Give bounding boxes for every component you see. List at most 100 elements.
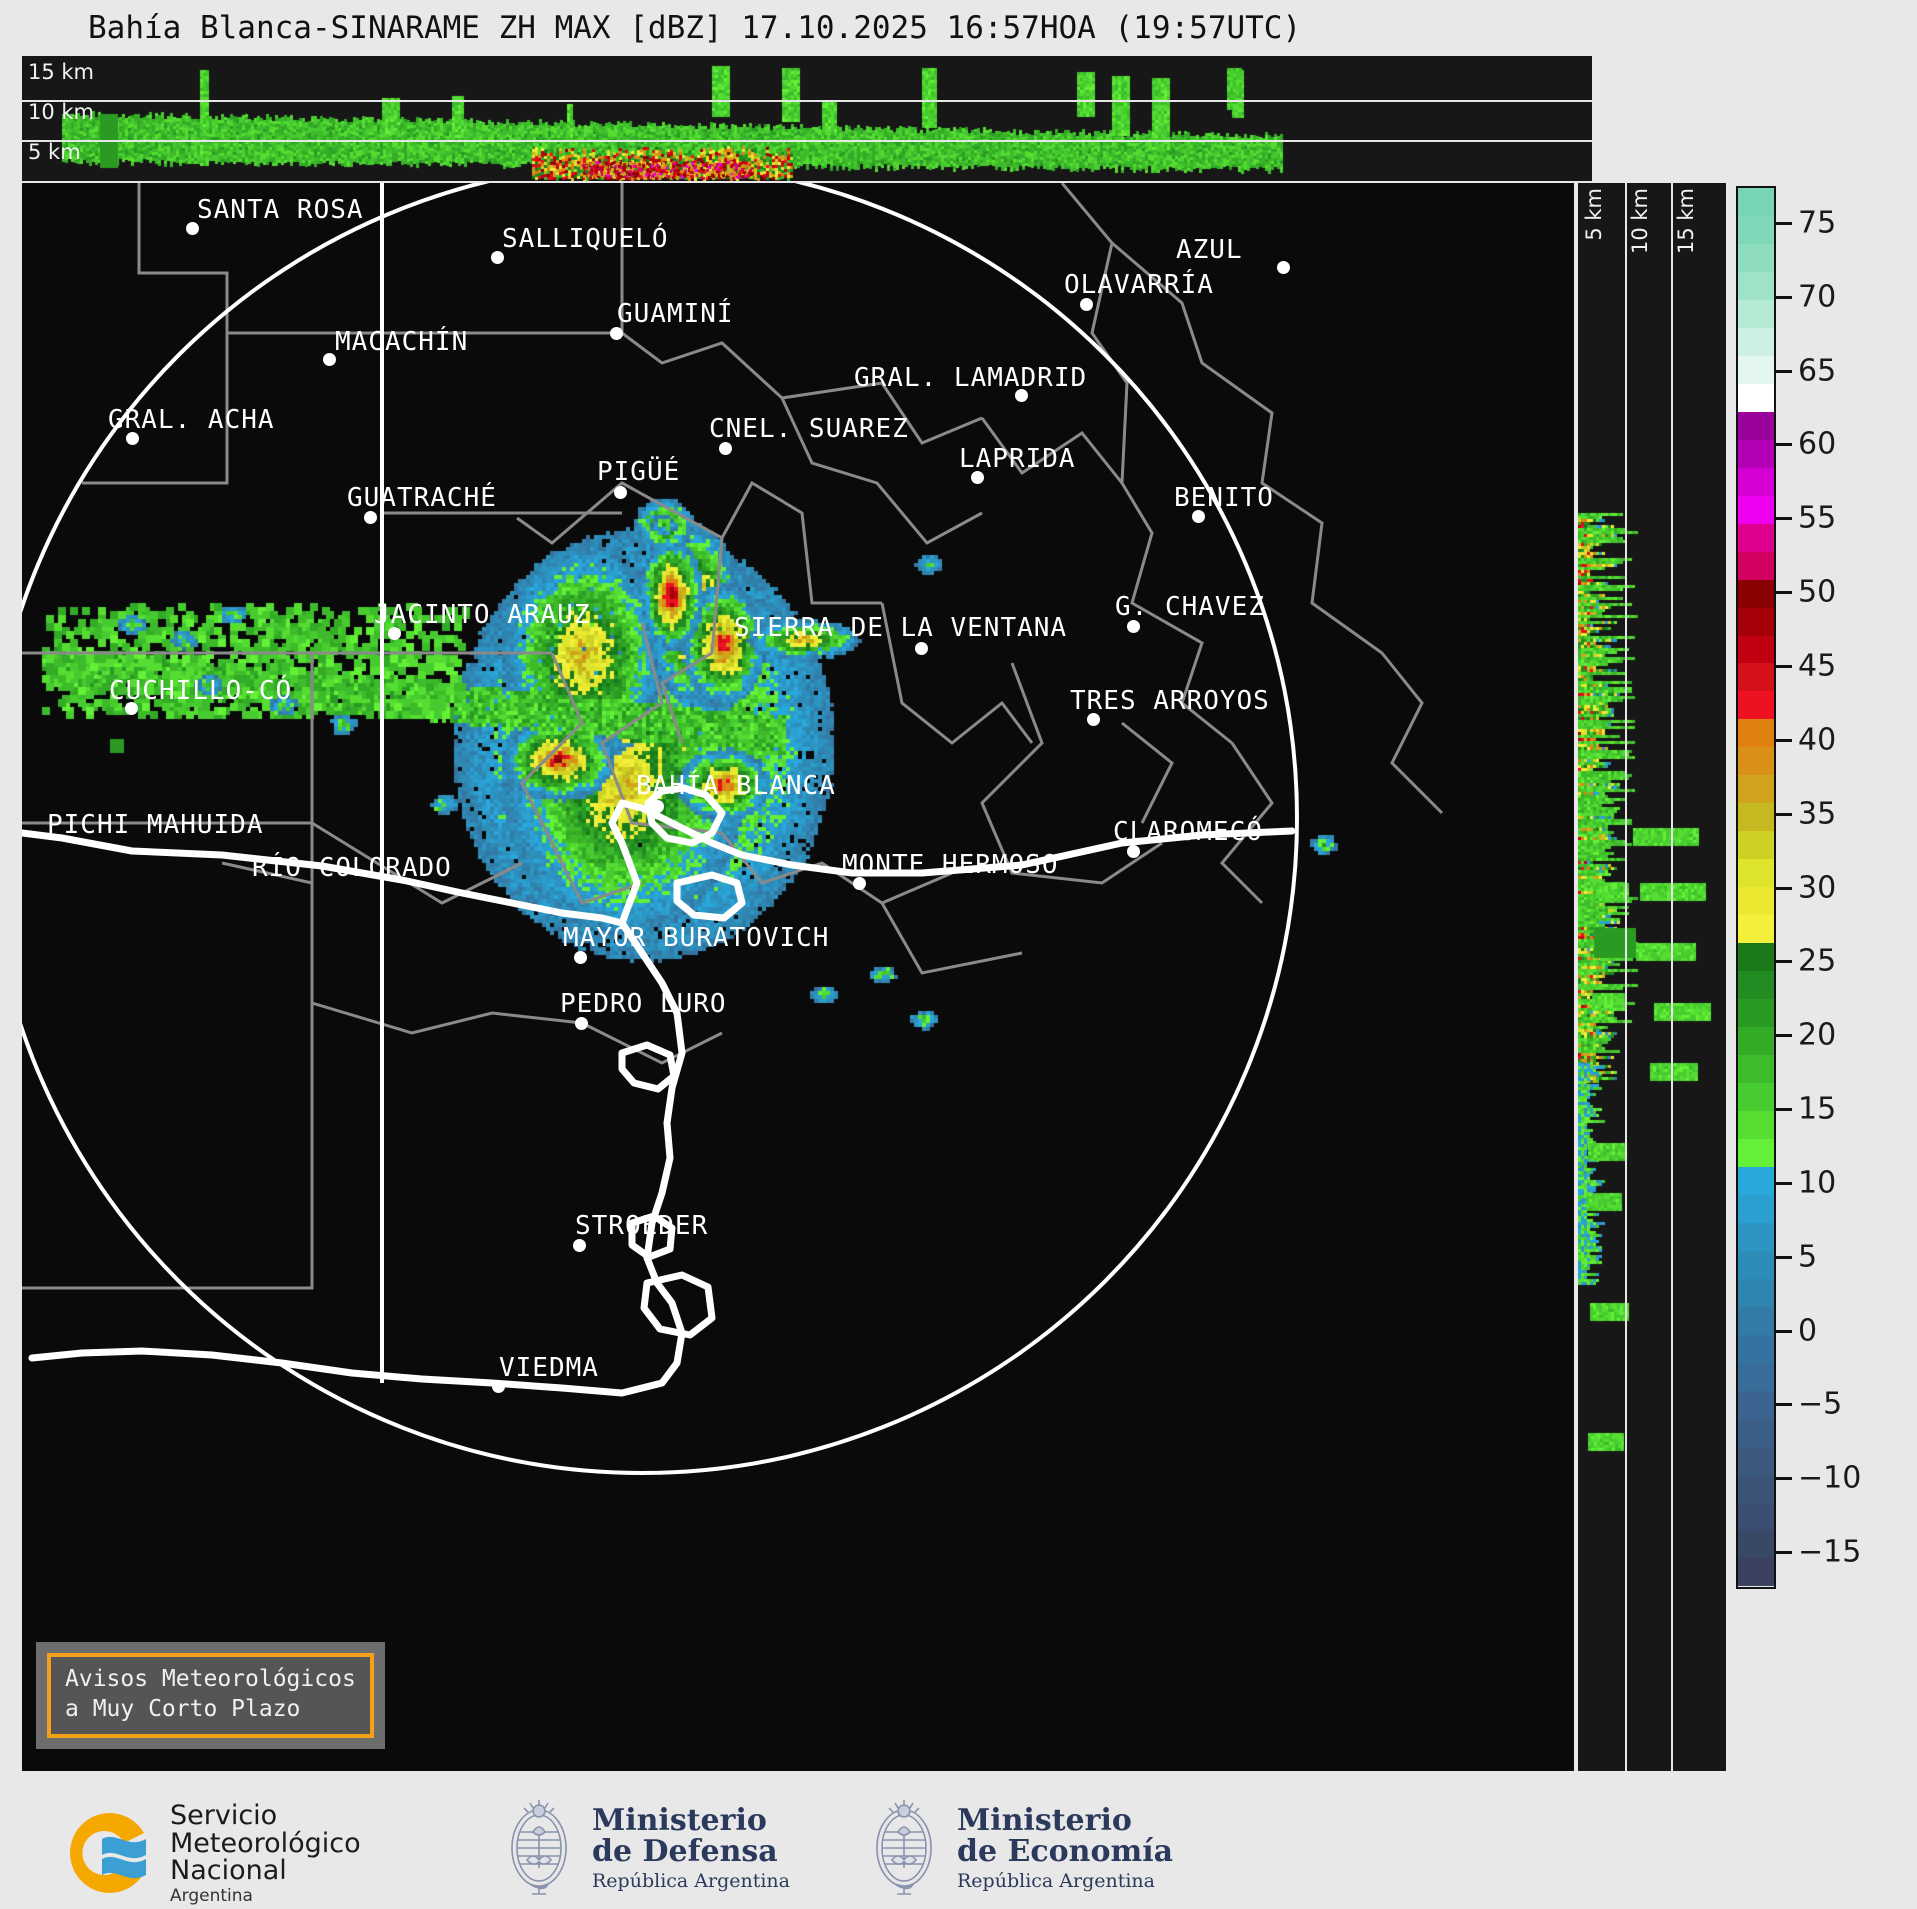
- colorbar-tick-label: 10: [1798, 1165, 1837, 1201]
- colorbar-segment: [1738, 1250, 1774, 1279]
- colorbar-segment: [1738, 327, 1774, 356]
- smn-logo-icon: [70, 1813, 146, 1894]
- colorbar-tick: [1776, 1108, 1792, 1112]
- colorbar-tick-label: −10: [1798, 1460, 1862, 1496]
- colorbar: 75 70 65 60 55 50 45 40 35 30 25 20 15 10 5 0 −5 −10 −15: [1736, 186, 1906, 1771]
- argentina-coat-of-arms-icon: [511, 1800, 567, 1895]
- city-dot: [614, 486, 627, 499]
- colorbar-tick-label: 60: [1798, 426, 1837, 462]
- colorbar-tick-label: 30: [1798, 870, 1837, 905]
- city-dot: [610, 327, 623, 340]
- ministerio-economia-text: Ministerio de Economía República Argenti…: [957, 1804, 1173, 1893]
- city-dot: [323, 353, 336, 366]
- colorbar-tick: [1776, 1329, 1792, 1333]
- city-dot: [971, 471, 984, 484]
- radar-map[interactable]: SANTA ROSA SALLIQUELÓ AZUL OLAVARRÍA GUAMINÍ…: [22, 183, 1574, 1771]
- colorbar-segment: [1738, 747, 1774, 776]
- colorbar-segment: [1738, 383, 1774, 412]
- colorbar-segment: [1738, 1334, 1774, 1363]
- colorbar-tick: [1776, 960, 1792, 964]
- colorbar-segment: [1738, 1222, 1774, 1251]
- city-dot: [125, 702, 138, 715]
- colorbar-segment: [1738, 1166, 1774, 1195]
- colorbar-tick: [1776, 886, 1792, 890]
- colorbar-segment: [1738, 411, 1774, 440]
- city-dot: [1127, 620, 1140, 633]
- height-label-5km: 5 km: [28, 140, 81, 164]
- colorbar-segment: [1738, 243, 1774, 272]
- city-dot: [719, 442, 732, 455]
- colorbar-tick-label: −15: [1798, 1534, 1862, 1570]
- colorbar-tick-label: 40: [1798, 722, 1837, 758]
- smn-logo-text: Servicio Meteorológico Nacional Argentin…: [170, 1802, 361, 1905]
- city-dot: [492, 1380, 505, 1393]
- city-dot: [574, 951, 587, 964]
- colorbar-tick: [1776, 664, 1792, 668]
- colorbar-tick-label: 75: [1798, 205, 1837, 241]
- height-gridline-5km: [22, 140, 1592, 142]
- warning-badge-frame: Avisos Meteorológicos a Muy Corto Plazo: [47, 1653, 374, 1738]
- warning-badge[interactable]: Avisos Meteorológicos a Muy Corto Plazo: [36, 1642, 385, 1749]
- height-label-5km-right: 5 km: [1582, 188, 1606, 241]
- colorbar-segment: [1738, 1278, 1774, 1307]
- colorbar-tick-label: 35: [1798, 796, 1837, 832]
- cross-section-top-canvas: [22, 56, 1592, 181]
- height-gridline-10km-right: [1625, 183, 1627, 1771]
- height-label-10km: 10 km: [28, 100, 95, 124]
- city-dot: [915, 642, 928, 655]
- height-label-10km-right: 10 km: [1628, 188, 1652, 255]
- colorbar-segment: [1738, 1306, 1774, 1335]
- height-gridline-15km-right: [1671, 183, 1673, 1771]
- smn-line-4: Argentina: [170, 1885, 253, 1906]
- colorbar-segment: [1738, 467, 1774, 496]
- colorbar-tick-label: −5: [1798, 1386, 1843, 1422]
- colorbar-segment: [1738, 1418, 1774, 1447]
- colorbar-tick: [1776, 812, 1792, 816]
- colorbar-tick: [1776, 738, 1792, 742]
- colorbar-tick: [1776, 1551, 1792, 1555]
- smn-line-2: Meteorológico: [170, 1827, 361, 1859]
- administrative-boundaries: [22, 183, 1444, 1290]
- logo-ministerio-economia: Ministerio de Economía República Argenti…: [865, 1798, 1173, 1898]
- city-dot: [575, 1017, 588, 1030]
- city-dot: [1192, 510, 1205, 523]
- colorbar-segment: [1738, 1390, 1774, 1419]
- city-dot: [491, 251, 504, 264]
- colorbar-tick-label: 50: [1798, 574, 1837, 610]
- colorbar-tick-label: 5: [1798, 1239, 1818, 1275]
- colorbar-segment: [1738, 859, 1774, 888]
- height-label-15km-right: 15 km: [1674, 188, 1698, 255]
- colorbar-tick: [1776, 591, 1792, 595]
- colorbar-segment: [1738, 1362, 1774, 1391]
- colorbar-tick: [1776, 517, 1792, 521]
- city-dot: [573, 1239, 586, 1252]
- colorbar-segment: [1738, 355, 1774, 384]
- colorbar-tick: [1776, 1034, 1792, 1038]
- colorbar-segment: [1738, 1558, 1774, 1587]
- colorbar-tick: [1776, 221, 1792, 225]
- colorbar-tick: [1776, 295, 1792, 299]
- colorbar-tick-label: 0: [1798, 1313, 1818, 1349]
- colorbar-tick-label: 55: [1798, 500, 1837, 536]
- defensa-line-3: República Argentina: [592, 1870, 790, 1893]
- colorbar-ticks: 75 70 65 60 55 50 45 40 35 30 25 20 15 10 5 0 −5 −10 −15: [1776, 186, 1906, 1589]
- city-dot: [1127, 845, 1140, 858]
- colorbar-tick-label: 70: [1798, 279, 1837, 315]
- colorbar-tick: [1776, 443, 1792, 447]
- city-dot: [364, 511, 377, 524]
- height-gridline-10km: [22, 100, 1592, 102]
- economia-line-3: República Argentina: [957, 1870, 1155, 1893]
- colorbar-segment: [1738, 439, 1774, 468]
- footer-logos: Servicio Meteorológico Nacional Argentin…: [0, 1790, 1917, 1909]
- colorbar-tick: [1776, 1477, 1792, 1481]
- colorbar-tick-label: 15: [1798, 1091, 1837, 1127]
- city-dot: [186, 222, 199, 235]
- colorbar-tick-label: 20: [1798, 1017, 1837, 1053]
- map-vector-overlay: [22, 183, 1444, 1475]
- colorbar-segment: [1738, 887, 1774, 916]
- vertical-cross-section-top: 15 km 10 km 5 km: [22, 56, 1592, 181]
- colorbar-segment: [1738, 691, 1774, 720]
- colorbar-tick: [1776, 1181, 1792, 1185]
- city-dot: [1087, 713, 1100, 726]
- smn-line-3: Nacional: [170, 1855, 287, 1887]
